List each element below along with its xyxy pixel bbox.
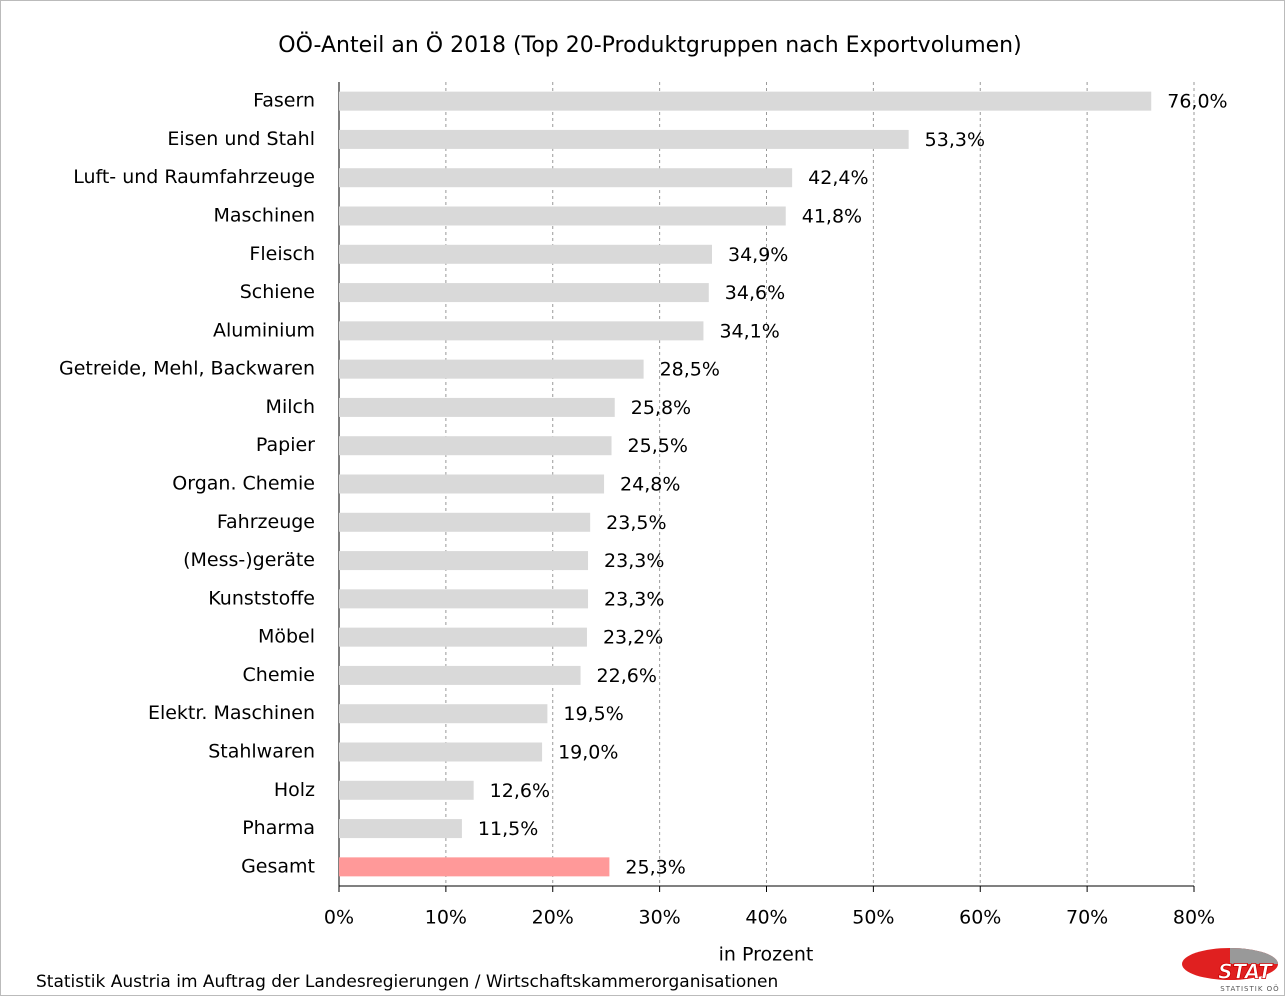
bar bbox=[339, 627, 587, 647]
x-tick-label: 80% bbox=[1173, 907, 1215, 929]
x-tick-label: 50% bbox=[852, 907, 894, 929]
bar bbox=[339, 665, 581, 685]
y-tick-label: Luft- und Raumfahrzeuge bbox=[73, 166, 315, 188]
bar bbox=[339, 321, 704, 341]
data-label: 34,6% bbox=[725, 282, 785, 304]
data-label: 25,8% bbox=[631, 397, 691, 419]
x-tick-label: 30% bbox=[639, 907, 681, 929]
x-tick-label: 40% bbox=[745, 907, 787, 929]
y-tick-label: Eisen und Stahl bbox=[167, 128, 315, 150]
y-tick-label: (Mess-)geräte bbox=[183, 549, 315, 571]
bar bbox=[339, 704, 548, 724]
y-tick-label: Stahlwaren bbox=[208, 741, 315, 763]
bar bbox=[339, 244, 712, 264]
data-label: 34,1% bbox=[719, 320, 779, 342]
bar bbox=[339, 474, 605, 494]
data-label: 25,3% bbox=[625, 856, 685, 878]
bar bbox=[339, 512, 591, 532]
y-tick-label: Kunststoffe bbox=[208, 587, 315, 609]
source: Statistik Austria im Auftrag der Landesr… bbox=[36, 972, 778, 992]
y-tick-label: Papier bbox=[256, 434, 315, 456]
bar bbox=[339, 819, 462, 839]
y-tick-label: Getreide, Mehl, Backwaren bbox=[59, 358, 315, 380]
y-tick-label: Milch bbox=[266, 396, 315, 418]
data-label: 11,5% bbox=[478, 818, 538, 840]
bar bbox=[339, 857, 610, 877]
logo: STAT STATISTIK OÖ bbox=[1182, 948, 1279, 993]
y-tick-label: Pharma bbox=[242, 817, 315, 839]
logo-shape bbox=[1230, 948, 1278, 964]
y-tick-label: Holz bbox=[274, 779, 315, 801]
bar bbox=[339, 129, 909, 149]
chart-title: OÖ-Anteil an Ö 2018 (Top 20-Produktgrupp… bbox=[278, 32, 1021, 58]
data-label: 23,2% bbox=[603, 627, 663, 649]
bar bbox=[339, 206, 786, 226]
bar bbox=[339, 589, 589, 609]
logo-text: STAT bbox=[1218, 960, 1273, 984]
bar bbox=[339, 283, 709, 303]
data-label: 76,0% bbox=[1167, 91, 1227, 113]
data-label: 19,0% bbox=[558, 742, 618, 764]
y-tick-label: Aluminium bbox=[213, 319, 315, 341]
x-tick-label: 20% bbox=[532, 907, 574, 929]
y-tick-label: Organ. Chemie bbox=[172, 473, 315, 495]
bar bbox=[339, 551, 589, 571]
data-label: 23,3% bbox=[604, 550, 664, 572]
y-tick-label: Fleisch bbox=[249, 243, 315, 265]
bar bbox=[339, 397, 615, 417]
y-tick-label: Chemie bbox=[243, 664, 315, 686]
data-label: 53,3% bbox=[925, 129, 985, 151]
y-tick-label: Schiene bbox=[240, 281, 315, 303]
bar bbox=[339, 91, 1152, 111]
x-tick-label: 0% bbox=[324, 907, 354, 929]
y-tick-label: Maschinen bbox=[214, 205, 315, 227]
data-label: 23,3% bbox=[604, 588, 664, 610]
bar bbox=[339, 168, 793, 188]
data-label: 19,5% bbox=[563, 703, 623, 725]
bar bbox=[339, 359, 644, 379]
x-tick-label: 60% bbox=[959, 907, 1001, 929]
bar bbox=[339, 742, 543, 762]
x-axis-label: in Prozent bbox=[719, 944, 814, 966]
data-label: 28,5% bbox=[660, 359, 720, 381]
data-label: 34,9% bbox=[728, 244, 788, 266]
data-label: 41,8% bbox=[802, 206, 862, 228]
data-label: 25,5% bbox=[628, 435, 688, 457]
y-tick-label: Elektr. Maschinen bbox=[148, 702, 315, 724]
y-tick-label: Gesamt bbox=[241, 855, 315, 877]
y-tick-label: Möbel bbox=[258, 626, 315, 648]
data-label: 24,8% bbox=[620, 474, 680, 496]
data-label: 12,6% bbox=[490, 780, 550, 802]
logo-subtext: STATISTIK OÖ bbox=[1220, 984, 1279, 993]
y-tick-label: Fahrzeuge bbox=[217, 511, 315, 533]
y-tick-label: Fasern bbox=[253, 90, 315, 112]
data-label: 23,5% bbox=[606, 512, 666, 534]
bar bbox=[339, 780, 474, 800]
bar bbox=[339, 436, 612, 456]
x-tick-label: 10% bbox=[425, 907, 467, 929]
x-tick-label: 70% bbox=[1066, 907, 1108, 929]
data-label: 22,6% bbox=[597, 665, 657, 687]
data-label: 42,4% bbox=[808, 167, 868, 189]
